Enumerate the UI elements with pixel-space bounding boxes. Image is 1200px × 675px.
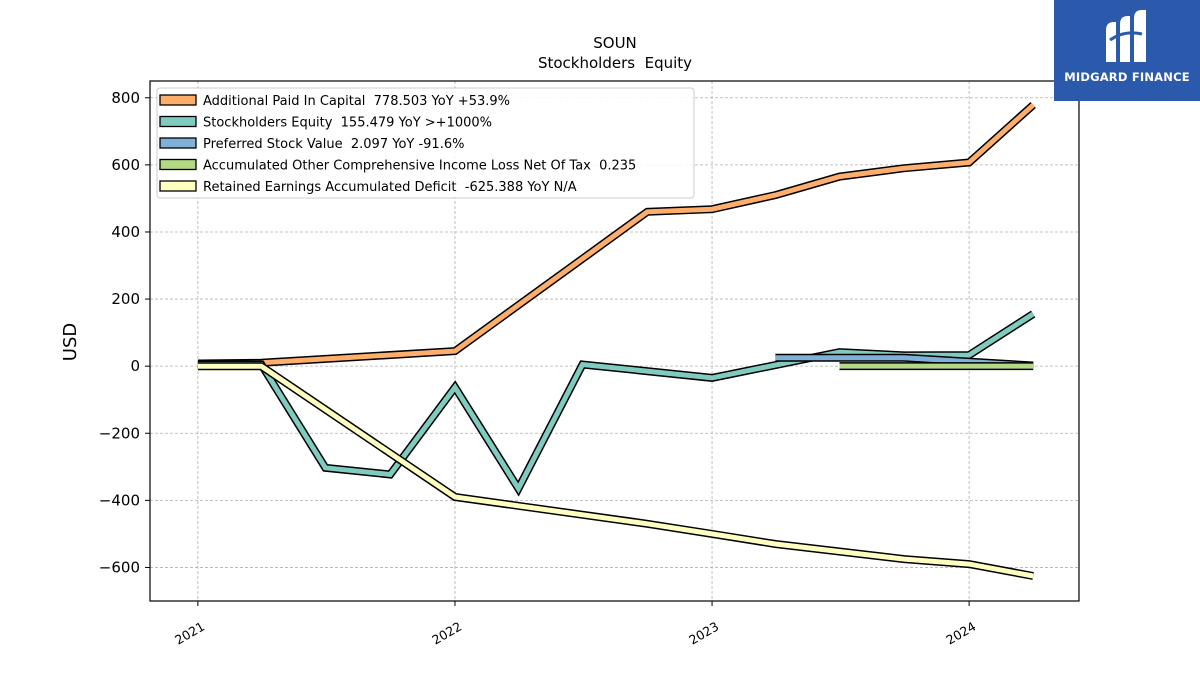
x-tick-label: 2021 bbox=[172, 619, 207, 648]
series-line-4 bbox=[197, 363, 1034, 579]
legend-entry: Preferred Stock Value 2.097 YoY -91.6% bbox=[203, 137, 464, 152]
y-tick-label: −400 bbox=[99, 491, 140, 509]
chart-subtitle: Stockholders Equity bbox=[538, 54, 692, 72]
y-tick-label: 200 bbox=[111, 290, 140, 308]
legend-entry: Accumulated Other Comprehensive Income L… bbox=[203, 159, 636, 174]
legend-swatch bbox=[159, 158, 197, 171]
series-line-0 bbox=[197, 103, 1035, 366]
series-line-1 bbox=[197, 311, 1035, 494]
legend-box bbox=[156, 87, 695, 199]
y-tick-label: −600 bbox=[99, 558, 140, 576]
legend-entry: Stockholders Equity 155.479 YoY >+1000% bbox=[203, 116, 492, 131]
y-tick-label: −200 bbox=[99, 424, 140, 442]
y-axis-label: USD bbox=[60, 323, 81, 361]
legend-swatch bbox=[159, 94, 197, 106]
legend-swatch bbox=[159, 137, 197, 149]
legend-swatch bbox=[159, 180, 197, 192]
legend: Additional Paid In Capital 778.503 YoY +… bbox=[156, 87, 695, 199]
x-tick-label: 2024 bbox=[943, 619, 978, 648]
y-tick-label: 600 bbox=[111, 156, 140, 174]
brand-logo: MIDGARD FINANCE bbox=[1054, 0, 1200, 101]
midgard-m-logo-icon bbox=[1106, 10, 1146, 62]
plot-frame bbox=[149, 80, 1080, 602]
plot-border bbox=[149, 80, 1080, 602]
legend-swatch bbox=[159, 115, 197, 128]
y-tick-label: 0 bbox=[130, 357, 140, 375]
y-tick-label: 800 bbox=[111, 89, 140, 107]
x-tick-label: 2022 bbox=[429, 619, 464, 648]
y-tick-label: 400 bbox=[111, 223, 140, 241]
legend-entry: Retained Earnings Accumulated Deficit -6… bbox=[203, 180, 577, 195]
brand-name: MIDGARD FINANCE bbox=[1064, 70, 1190, 84]
series-lines bbox=[197, 102, 1036, 580]
chart-title: SOUN bbox=[593, 34, 637, 52]
x-tick-label: 2023 bbox=[686, 619, 721, 648]
legend-entry: Additional Paid In Capital 778.503 YoY +… bbox=[203, 94, 510, 109]
